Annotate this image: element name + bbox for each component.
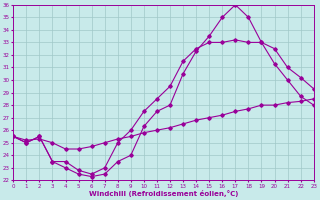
X-axis label: Windchill (Refroidissement éolien,°C): Windchill (Refroidissement éolien,°C) [89,190,238,197]
